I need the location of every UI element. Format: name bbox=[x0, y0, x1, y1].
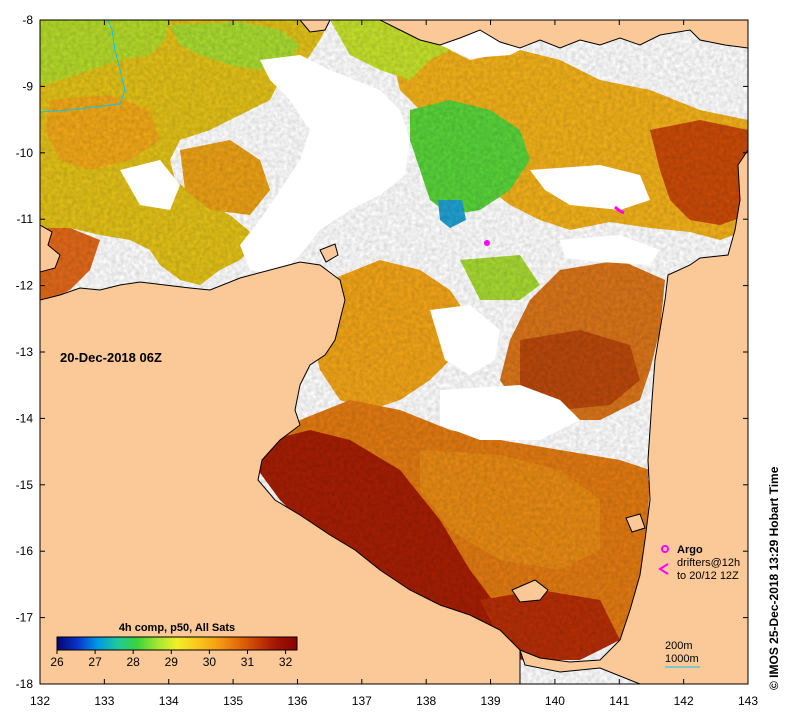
drifter-legend-label-1: drifters@12h bbox=[677, 557, 740, 569]
x-tick-label: 142 bbox=[674, 694, 694, 708]
colorbar: 4h comp, p50, All Sats 26 27 28 29 30 31 32 bbox=[50, 622, 298, 669]
drifter-legend-icon bbox=[658, 563, 669, 575]
y-axis: -8 -9 -10 -11 -12 -13 -14 -15 -16 -17 -18 bbox=[16, 13, 748, 691]
argo-float[interactable] bbox=[484, 240, 490, 246]
x-tick-label: 138 bbox=[416, 694, 436, 708]
y-tick-label: -11 bbox=[17, 212, 34, 226]
mornington-island bbox=[511, 579, 549, 603]
x-axis: 132 133 134 135 136 137 138 139 140 141 142 143 bbox=[30, 20, 758, 708]
colorbar-tick-label: 31 bbox=[241, 655, 255, 669]
drifter-legend-label-2: to 20/12 12Z bbox=[677, 570, 739, 582]
contour-1000m-label: 1000m bbox=[665, 653, 699, 665]
cape-york bbox=[519, 149, 748, 684]
x-tick-label: 133 bbox=[94, 694, 114, 708]
x-tick-label: 141 bbox=[609, 694, 629, 708]
land bbox=[40, 20, 748, 684]
x-tick-label: 134 bbox=[159, 694, 179, 708]
drifter-track[interactable] bbox=[614, 205, 625, 215]
argo-legend-label: Argo bbox=[677, 544, 703, 556]
new-guinea bbox=[379, 20, 748, 49]
northern-territory bbox=[40, 261, 521, 684]
x-tick-label: 135 bbox=[223, 694, 243, 708]
colorbar-title: 4h comp, p50, All Sats bbox=[119, 622, 235, 634]
x-tick-label: 137 bbox=[352, 694, 372, 708]
y-tick-label: -17 bbox=[16, 611, 34, 625]
y-tick-label: -15 bbox=[16, 478, 34, 492]
y-tick-label: -12 bbox=[16, 279, 34, 293]
contour-200m-label: 200m bbox=[665, 640, 693, 652]
west-landmass bbox=[40, 224, 61, 273]
y-tick-label: -10 bbox=[16, 146, 34, 160]
gulf-island-east bbox=[625, 513, 646, 533]
no-data-gaps bbox=[120, 20, 700, 500]
top-left-island bbox=[299, 20, 331, 33]
colorbar-tick-label: 27 bbox=[88, 655, 102, 669]
colorbar-tick-label: 26 bbox=[50, 655, 64, 669]
x-tick-label: 136 bbox=[287, 694, 307, 708]
x-tick-label: 132 bbox=[30, 694, 50, 708]
y-tick-label: -18 bbox=[16, 677, 34, 691]
colorbar-tick-label: 29 bbox=[165, 655, 179, 669]
argo-legend-icon bbox=[661, 545, 669, 553]
float-markers bbox=[484, 205, 625, 246]
y-tick-label: -14 bbox=[16, 411, 34, 425]
y-tick-label: -13 bbox=[16, 345, 34, 359]
legend: Argo drifters@12h to 20/12 12Z 200m 1000… bbox=[658, 544, 740, 668]
x-tick-label: 143 bbox=[738, 694, 758, 708]
timestamp: 20-Dec-2018 06Z bbox=[60, 350, 162, 365]
credit-text: © IMOS 25-Dec-2018 13:29 Hobart Time bbox=[767, 466, 781, 690]
y-tick-label: -16 bbox=[16, 544, 34, 558]
wessel-islands bbox=[319, 243, 339, 263]
y-tick-label: -8 bbox=[22, 13, 33, 27]
colorbar-tick-label: 30 bbox=[203, 655, 217, 669]
y-tick-label: -9 bbox=[22, 79, 33, 93]
depth-contour-200m bbox=[40, 20, 126, 113]
colorbar-tick-label: 28 bbox=[127, 655, 141, 669]
x-tick-label: 139 bbox=[481, 694, 501, 708]
x-tick-label: 140 bbox=[545, 694, 565, 708]
colorbar-gradient bbox=[56, 636, 298, 651]
colorbar-tick-label: 32 bbox=[279, 655, 293, 669]
